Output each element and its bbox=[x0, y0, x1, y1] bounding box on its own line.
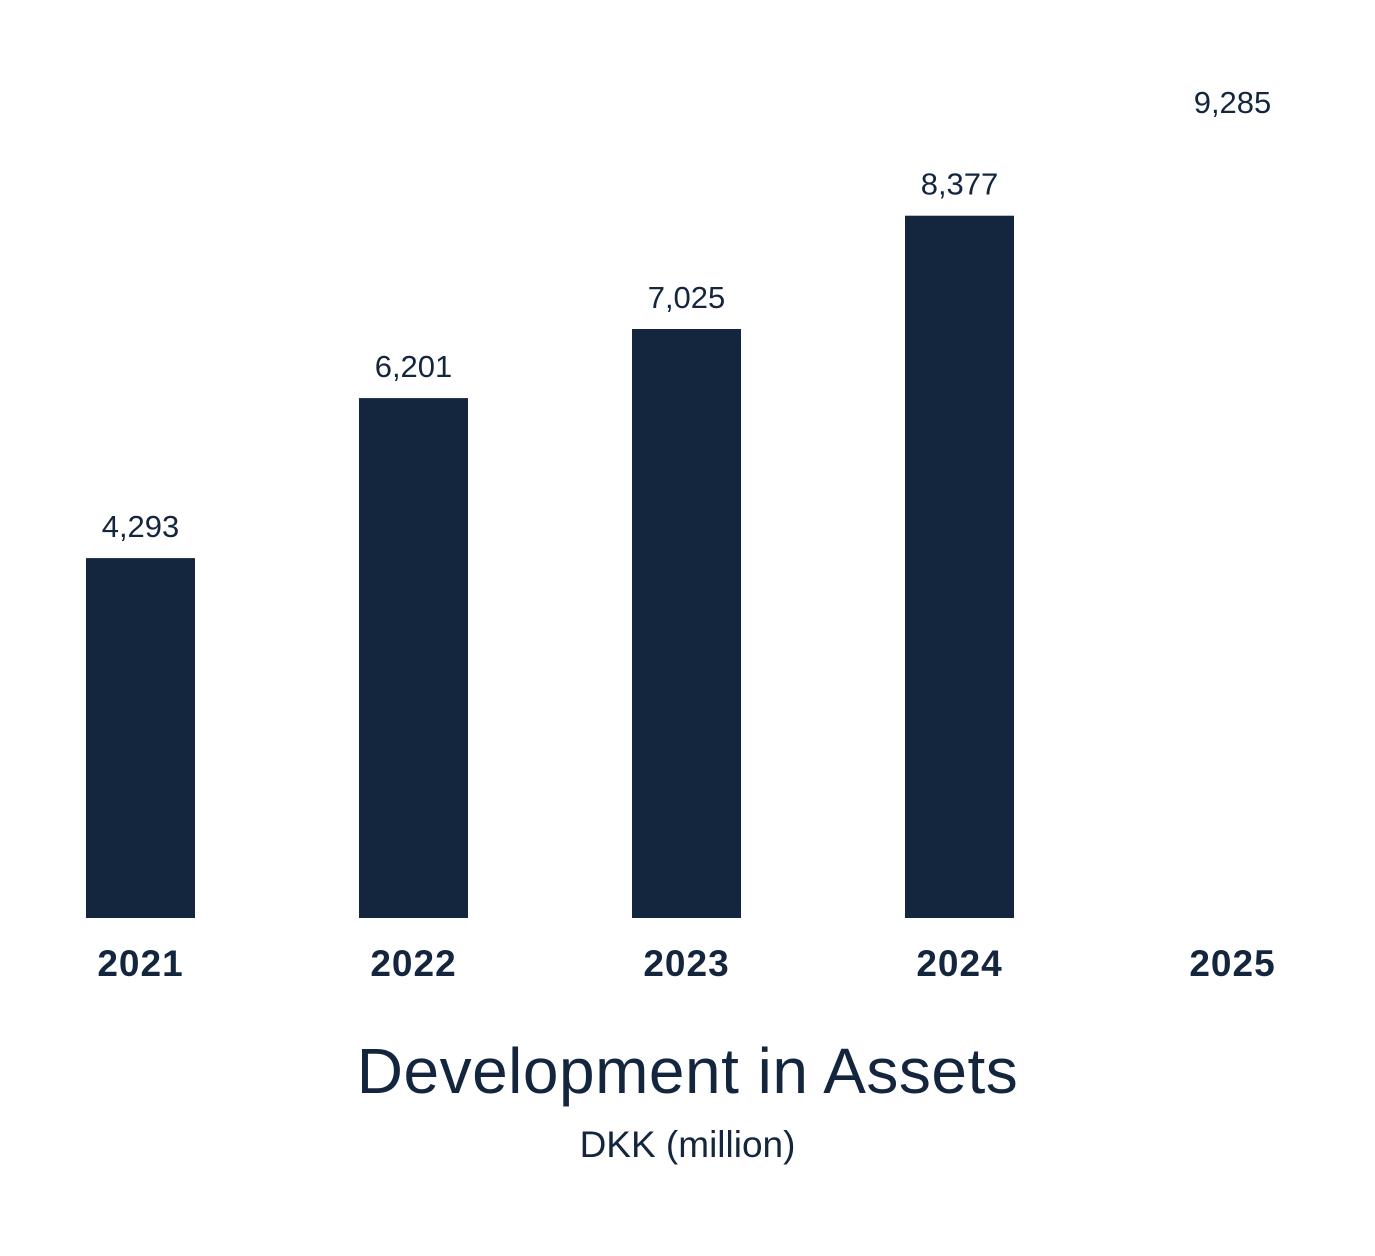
x-tick-label-2025: 2025 bbox=[1189, 943, 1275, 984]
bar-2024 bbox=[905, 215, 1014, 918]
value-label-2025: 9,285 bbox=[1194, 85, 1272, 120]
x-tick-label-2023: 2023 bbox=[643, 943, 729, 984]
bar-2021 bbox=[86, 558, 195, 918]
chart-subtitle: DKK (million) bbox=[579, 1124, 796, 1165]
bar-2022 bbox=[359, 398, 468, 919]
bar-2023 bbox=[632, 329, 741, 918]
x-tick-label-2021: 2021 bbox=[97, 943, 183, 984]
chart-plot-area: 4,293 2021 6,201 2022 7,025 2023 8,377 2024 9,28… bbox=[86, 85, 1275, 984]
value-label-2023: 7,025 bbox=[648, 280, 726, 315]
value-label-2021: 4,293 bbox=[102, 509, 180, 544]
value-label-2024: 8,377 bbox=[921, 167, 999, 202]
value-label-2022: 6,201 bbox=[375, 349, 453, 384]
x-tick-label-2024: 2024 bbox=[916, 943, 1002, 984]
x-tick-label-2022: 2022 bbox=[370, 943, 456, 984]
chart-title: Development in Assets bbox=[356, 1035, 1019, 1107]
